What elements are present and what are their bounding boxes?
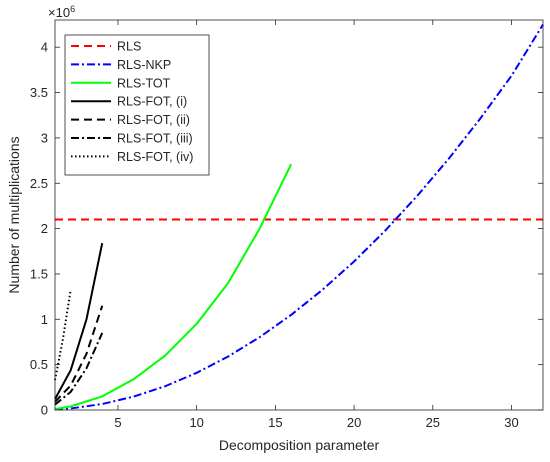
y-tick-label-3: 1.5 bbox=[30, 266, 48, 281]
y-tick-label-4: 2 bbox=[41, 221, 48, 236]
series-line-3 bbox=[54, 242, 104, 400]
legend-label-0: RLS bbox=[117, 40, 141, 54]
y-tick-label-2: 1 bbox=[41, 312, 48, 327]
series-line-5 bbox=[54, 332, 104, 406]
series-line-1 bbox=[54, 24, 544, 411]
y-tick-label-1: 0.5 bbox=[30, 357, 48, 372]
x-tick-label-4: 25 bbox=[426, 415, 440, 430]
y-tick-label-6: 3 bbox=[41, 130, 48, 145]
legend-label-3: RLS-FOT, (i) bbox=[117, 95, 187, 109]
legend-items: RLS RLS-NKP RLS-TOT RLS-FOT, (i) RLS-FOT, (i… bbox=[71, 40, 193, 164]
legend-label-1: RLS-NKP bbox=[117, 58, 171, 72]
legend-label-5: RLS-FOT, (iii) bbox=[117, 132, 193, 146]
legend-label-4: RLS-FOT, (ii) bbox=[117, 113, 190, 127]
series-line-2 bbox=[54, 163, 293, 411]
x-tick-label-2: 15 bbox=[268, 415, 282, 430]
y-tick-label-0: 0 bbox=[41, 403, 48, 418]
y-ticks: 0 0.5 1 1.5 2 2.5 3 3.5 4 bbox=[30, 40, 543, 418]
x-tick-label-3: 20 bbox=[347, 415, 361, 430]
y-axis-label: Number of multiplications bbox=[6, 136, 22, 293]
y-exponent-label: ×106 bbox=[48, 4, 75, 20]
series-layer bbox=[54, 24, 544, 411]
y-tick-label-5: 2.5 bbox=[30, 176, 48, 191]
x-ticks: 5 10 15 20 25 30 bbox=[114, 20, 519, 430]
axes-box bbox=[54, 19, 544, 411]
x-tick-label-1: 10 bbox=[189, 415, 203, 430]
y-tick-label-8: 4 bbox=[41, 40, 48, 55]
legend-box bbox=[64, 34, 210, 176]
legend: RLS RLS-NKP RLS-TOT RLS-FOT, (i) RLS-FOT, (i… bbox=[64, 34, 210, 176]
axes-layer bbox=[54, 19, 544, 411]
x-tick-label-0: 5 bbox=[114, 415, 121, 430]
x-axis-label: Decomposition parameter bbox=[219, 437, 380, 453]
y-tick-label-7: 3.5 bbox=[30, 85, 48, 100]
legend-label-6: RLS-FOT, (iv) bbox=[117, 150, 193, 164]
series-line-4 bbox=[54, 305, 104, 403]
x-tick-label-5: 30 bbox=[504, 415, 518, 430]
legend-label-2: RLS-TOT bbox=[117, 76, 171, 90]
